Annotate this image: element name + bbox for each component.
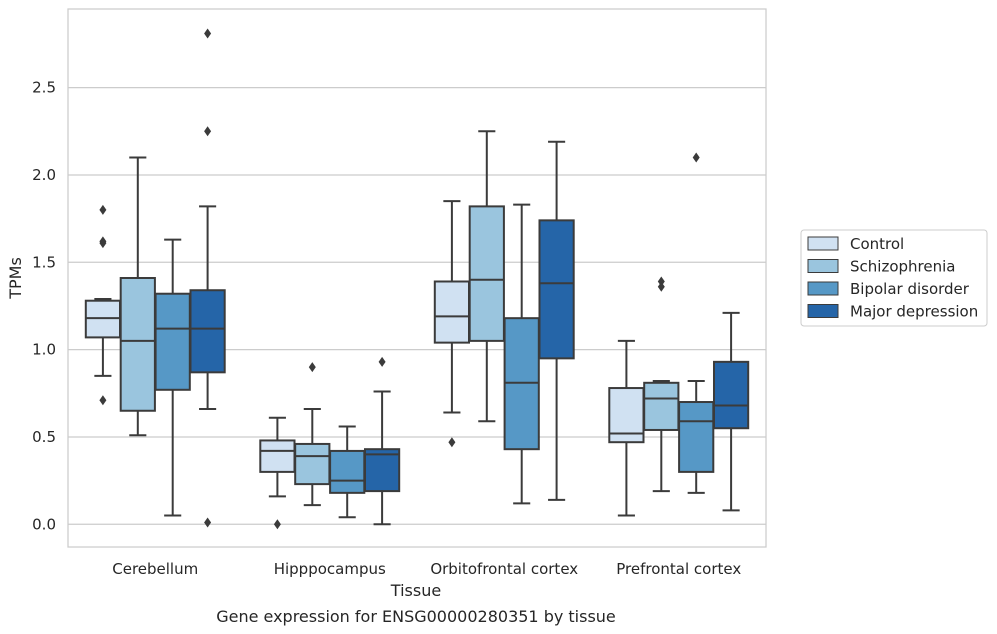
box-major-depression [189, 28, 226, 528]
y-tick-label: 0.0 [32, 515, 56, 533]
box-body [712, 360, 750, 430]
legend-swatch [807, 304, 839, 318]
y-axis-label: TPMs [6, 257, 25, 300]
box-schizophrenia [119, 156, 156, 437]
legend-label: Control [850, 235, 904, 253]
outlier-point [657, 281, 665, 292]
outlier-point [692, 152, 700, 163]
legend-swatch [807, 236, 839, 251]
box-control [433, 200, 471, 448]
legend-label: Major depression [850, 303, 978, 321]
outlier-point [308, 362, 316, 373]
outlier-point [657, 276, 665, 287]
box-major-depression [538, 140, 575, 501]
box-body [154, 292, 191, 391]
box-control [84, 204, 122, 406]
box-body [538, 219, 575, 360]
box-major-depression [363, 356, 401, 526]
box-body [363, 448, 401, 493]
box-body [119, 277, 156, 412]
outlier-point [99, 238, 107, 249]
box-schizophrenia [294, 362, 331, 507]
y-tick-labels: 0.0 0.5 1.0 1.5 2.0 2.5 [32, 79, 56, 534]
outlier-point [99, 204, 107, 215]
box-body [678, 401, 715, 473]
x-tick-labels: Cerebellum Hipppocampus Orbitofrontal cort… [112, 560, 741, 578]
plot-frame [67, 8, 767, 548]
box-body [294, 442, 331, 486]
outlier-point [378, 356, 386, 367]
outlier-point [448, 437, 456, 448]
outlier-point [99, 395, 107, 406]
box-schizophrenia [468, 130, 505, 423]
legend-swatch [807, 281, 839, 296]
legend: Control Schizophrenia Bipolar disorder Majo… [800, 229, 988, 327]
box-major-depression [712, 311, 750, 512]
outlier-point [204, 126, 212, 137]
box-bipolar-disorder [329, 425, 366, 519]
x-tick-label: Cerebellum [112, 560, 198, 578]
box-body [468, 205, 505, 342]
box-series [84, 28, 750, 530]
box-bipolar-disorder [503, 203, 540, 505]
x-tick-label: Orbitofrontal cortex [430, 560, 578, 578]
outlier-point [273, 519, 281, 530]
x-tick-label: Hipppocampus [274, 560, 386, 578]
legend-label: Schizophrenia [850, 258, 955, 276]
box-body [329, 449, 366, 494]
box-body [433, 280, 471, 344]
chart-caption: Gene expression for ENSG00000280351 by t… [216, 607, 616, 626]
y-tick-label: 2.5 [32, 79, 56, 97]
box-body [189, 289, 226, 374]
legend-swatch [807, 259, 839, 273]
box-body [259, 439, 296, 473]
y-tick-label: 1.5 [32, 253, 56, 271]
legend-frame [800, 229, 988, 327]
y-tick-label: 0.5 [32, 428, 56, 446]
box-body [643, 381, 680, 431]
y-tick-label: 1.0 [32, 341, 56, 359]
box-schizophrenia [643, 276, 680, 493]
box-bipolar-disorder [154, 238, 191, 517]
outlier-point [204, 28, 212, 39]
y-tick-label: 2.0 [32, 166, 56, 184]
outlier-point [204, 517, 212, 528]
x-axis-label: Tissue [390, 581, 441, 600]
x-tick-label: Prefrontal cortex [616, 560, 741, 578]
legend-label: Bipolar disorder [850, 280, 970, 298]
box-bipolar-disorder [678, 152, 715, 494]
